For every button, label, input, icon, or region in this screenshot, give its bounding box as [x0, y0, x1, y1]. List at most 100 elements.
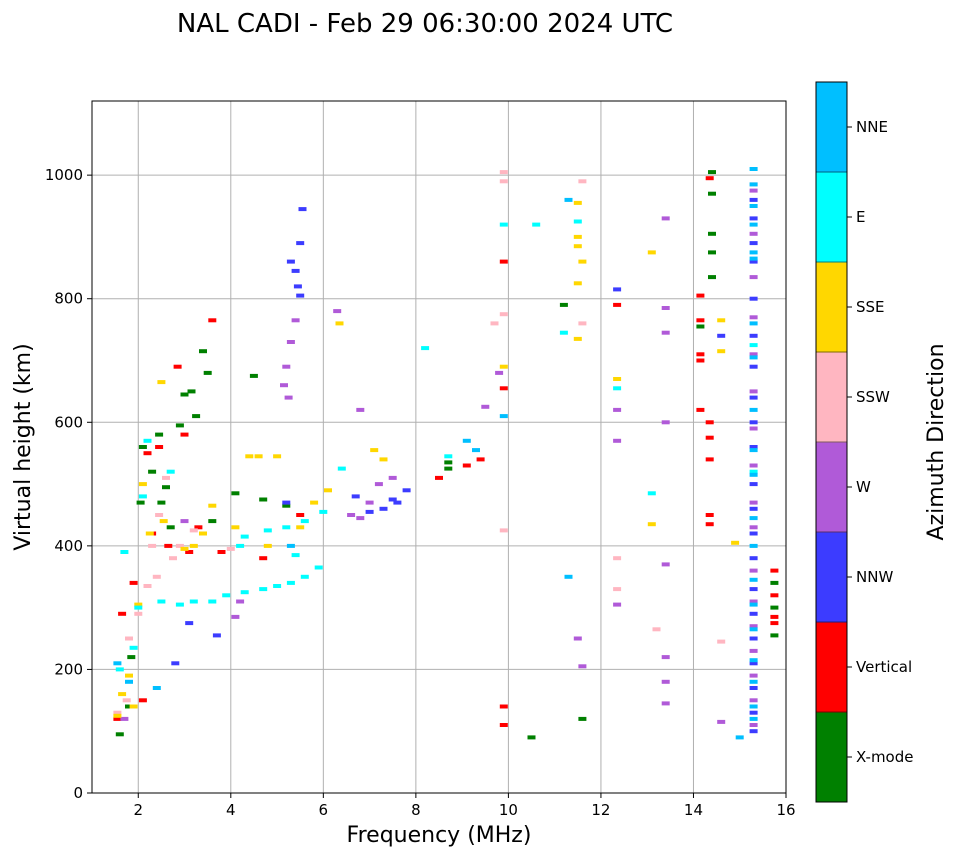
echo-point	[185, 621, 194, 626]
echo-point	[324, 488, 332, 493]
echo-point	[113, 713, 122, 718]
echo-point	[749, 222, 758, 227]
echo-point	[280, 383, 288, 388]
echo-point	[199, 349, 207, 354]
echo-point	[749, 698, 758, 703]
echo-point	[208, 318, 217, 323]
echo-point	[705, 522, 714, 527]
echo-point	[573, 281, 582, 286]
echo-point	[286, 259, 295, 264]
echo-point	[749, 204, 758, 208]
echo-point	[749, 602, 758, 607]
echo-point	[573, 200, 582, 205]
echo-point	[148, 469, 157, 474]
echo-point	[749, 256, 758, 261]
echo-point	[749, 241, 758, 246]
echo-point	[499, 222, 508, 227]
echo-point	[652, 627, 661, 632]
colorbar-tick-label: W	[856, 478, 871, 496]
echo-point	[291, 553, 300, 558]
echo-point	[259, 556, 268, 561]
echo-point	[212, 633, 221, 638]
echo-point	[259, 587, 268, 592]
echo-point	[296, 293, 305, 298]
x-tick-label: 12	[591, 801, 610, 819]
echo-point	[717, 719, 726, 724]
series-vertical	[113, 176, 779, 727]
series-nne	[113, 167, 758, 740]
echo-point	[717, 639, 726, 644]
echo-point	[490, 321, 499, 326]
echo-point	[173, 364, 182, 369]
echo-point	[749, 321, 758, 326]
echo-point	[249, 373, 258, 378]
echo-point	[236, 543, 245, 548]
x-tick-label: 10	[499, 801, 518, 819]
echo-point	[472, 448, 480, 453]
echo-point	[749, 188, 758, 193]
echo-point	[532, 222, 541, 227]
echo-point	[286, 580, 295, 585]
echo-point	[564, 197, 573, 202]
colorbar-tick-label: X-mode	[856, 748, 913, 766]
echo-point	[388, 497, 397, 502]
colorbar-tick-label: SSE	[856, 298, 885, 316]
echo-point	[393, 500, 402, 505]
y-tick-label: 800	[54, 290, 83, 308]
echo-point	[749, 658, 758, 663]
echo-point	[564, 574, 573, 579]
x-tick-label: 14	[684, 801, 703, 819]
echo-point	[578, 179, 587, 184]
echo-point	[217, 550, 226, 554]
echo-point	[499, 364, 508, 369]
echo-point	[143, 451, 152, 456]
echo-point	[194, 525, 203, 530]
echo-point	[282, 503, 291, 508]
echo-point	[749, 389, 758, 394]
echo-point	[696, 318, 705, 323]
echo-point	[127, 655, 136, 660]
echo-point	[180, 392, 189, 397]
echo-point	[499, 723, 508, 727]
echo-point	[749, 679, 758, 684]
echo-point	[495, 370, 504, 375]
echo-point	[573, 244, 582, 249]
series-ssw	[113, 170, 758, 715]
echo-point	[578, 321, 587, 326]
echo-point	[435, 475, 443, 480]
echo-point	[499, 170, 508, 175]
echo-point	[499, 259, 508, 264]
echo-point	[282, 364, 291, 369]
echo-point	[175, 423, 184, 428]
echo-point	[113, 661, 122, 666]
echo-point	[770, 633, 779, 638]
echo-point	[259, 497, 268, 502]
echo-point	[749, 686, 758, 690]
echo-point	[157, 500, 166, 505]
echo-point	[293, 284, 302, 289]
echo-point	[749, 710, 758, 715]
echo-point	[115, 667, 124, 672]
echo-point	[164, 543, 173, 548]
y-axis-label: Virtual height (km)	[11, 343, 36, 550]
echo-point	[379, 506, 388, 511]
echo-point	[499, 312, 508, 317]
echo-point	[199, 531, 207, 536]
echo-point	[208, 599, 217, 604]
echo-point	[286, 543, 295, 548]
echo-point	[462, 463, 471, 468]
echo-point	[613, 587, 622, 592]
echo-point	[125, 673, 133, 678]
echo-point	[208, 503, 217, 508]
echo-point	[613, 287, 622, 292]
echo-point	[231, 614, 240, 619]
echo-point	[113, 710, 122, 715]
echo-point	[749, 716, 758, 721]
echo-point	[573, 336, 582, 341]
echo-point	[613, 386, 622, 391]
echo-point	[300, 519, 309, 524]
y-tick-label: 200	[54, 660, 83, 678]
echo-point	[647, 491, 656, 496]
echo-point	[476, 457, 485, 462]
echo-point	[749, 661, 758, 666]
